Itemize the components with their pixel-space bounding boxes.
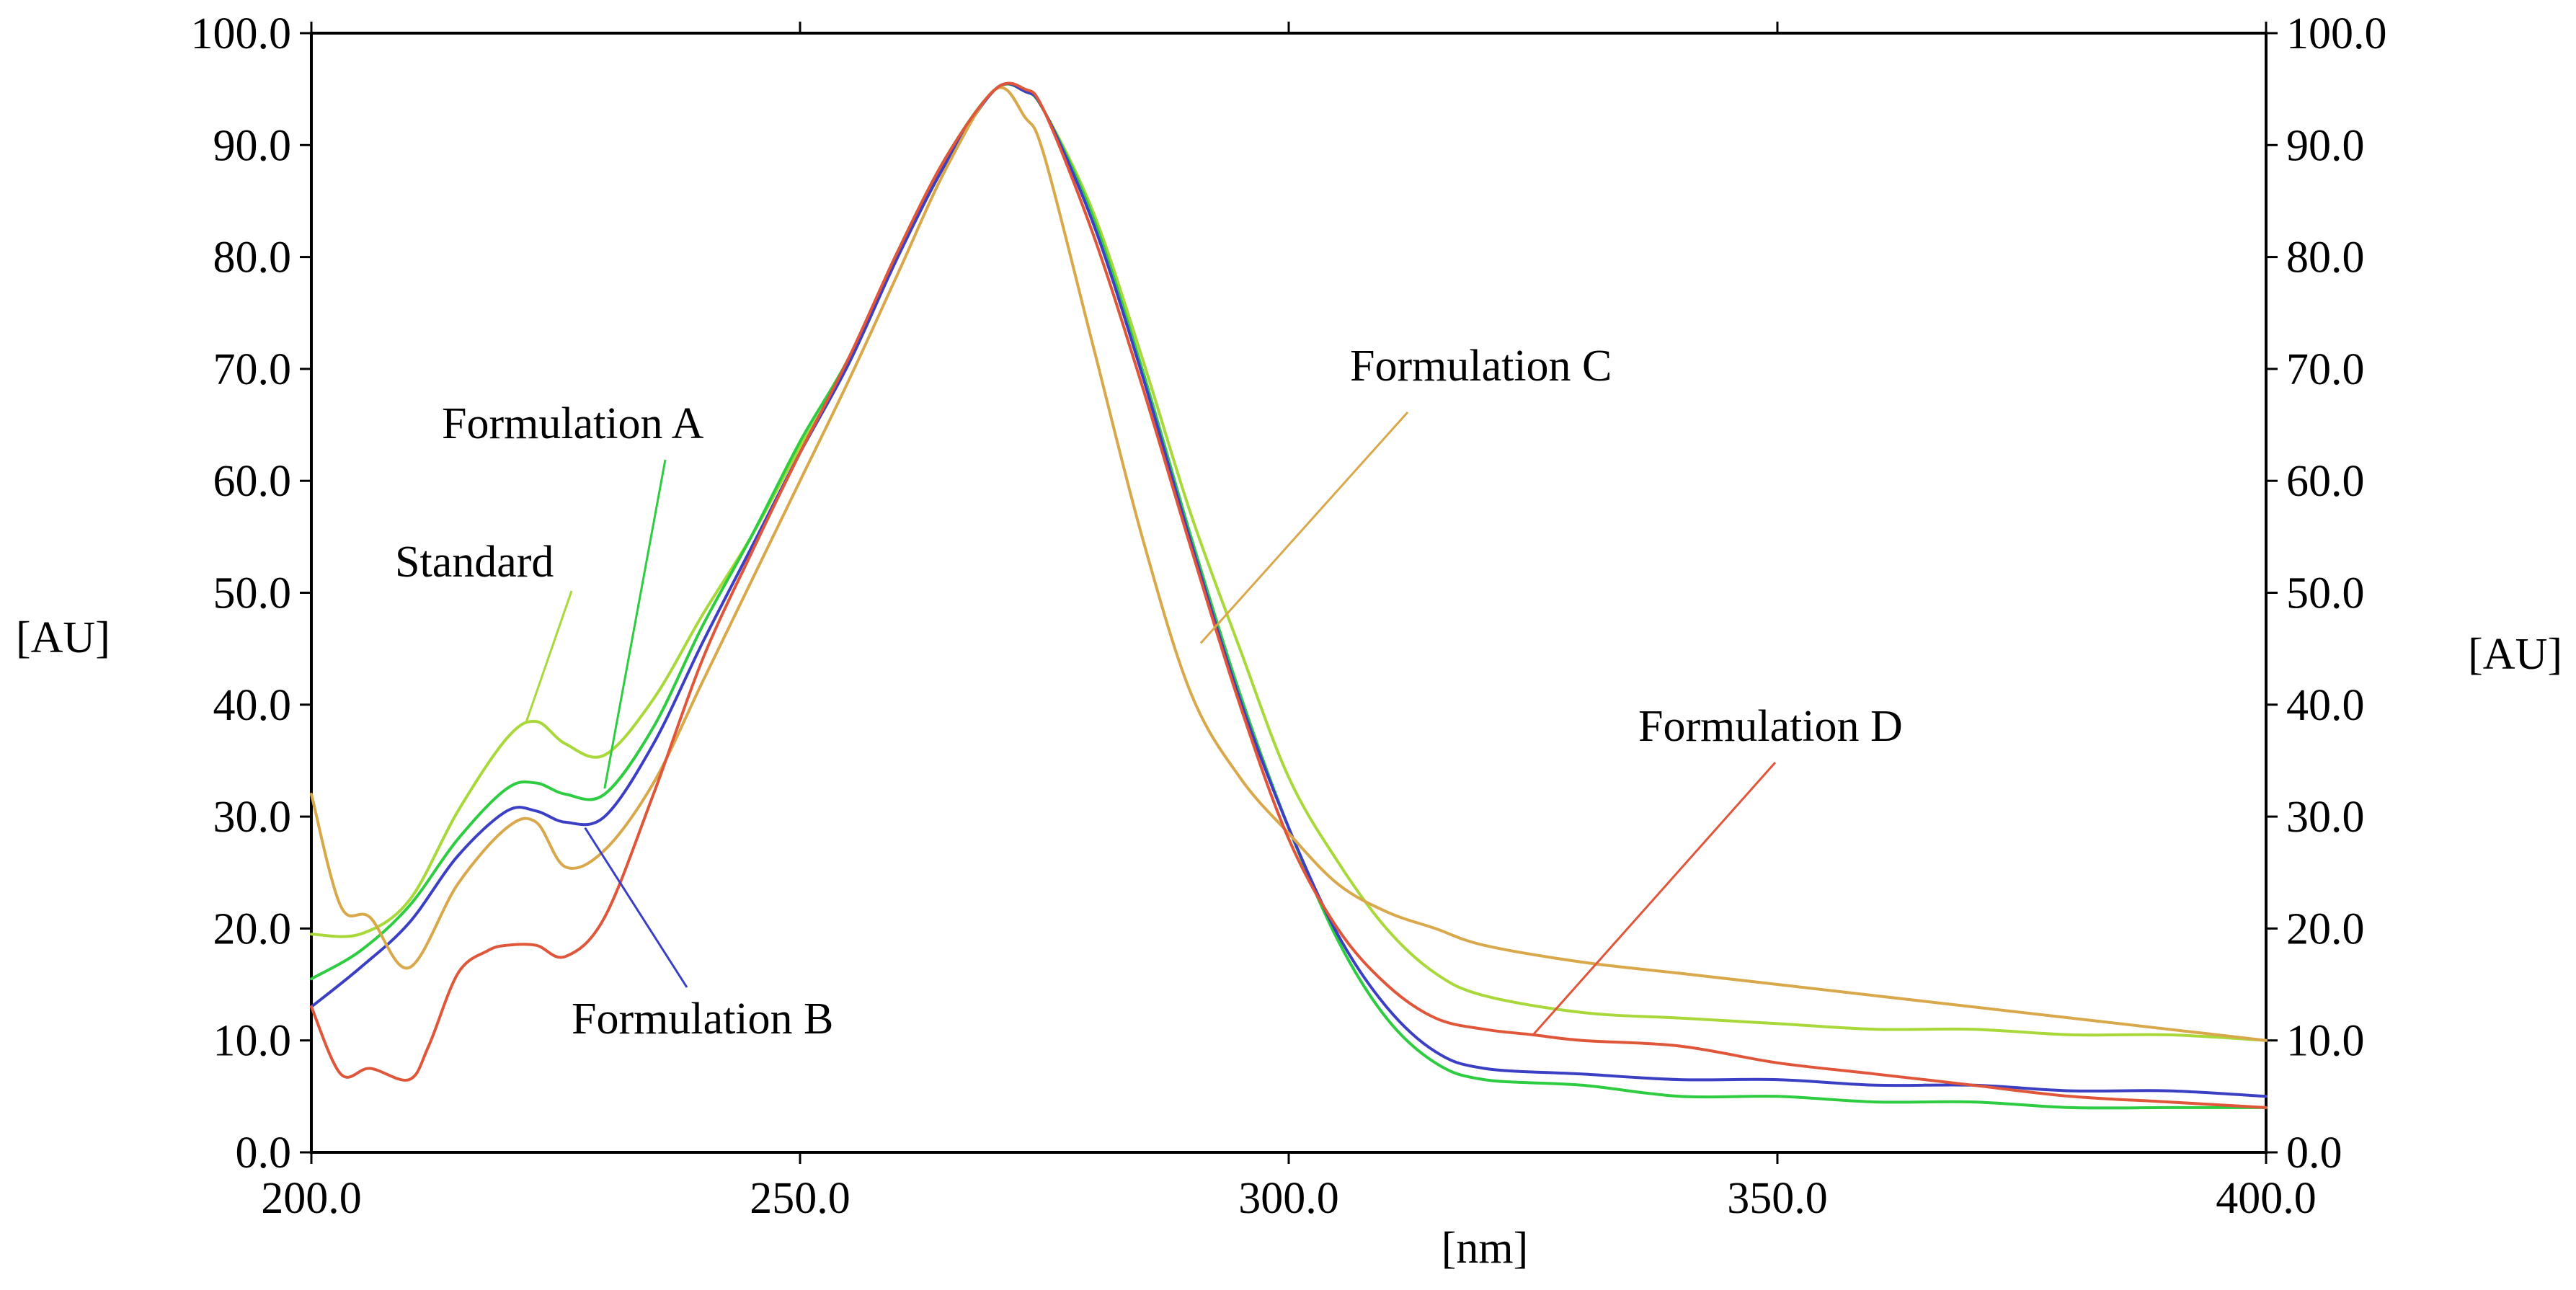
- series-line-standard: [310, 82, 2268, 1042]
- y-tick-label-right: 100.0: [2286, 9, 2387, 58]
- series-line-formulation-b: [310, 82, 2268, 1098]
- x-axis: 200.0 250.0 300.0 350.0 400.0: [261, 22, 2317, 1223]
- y-tick-label-right: 20.0: [2286, 904, 2365, 953]
- leader-line-formulation-c: [1199, 411, 1409, 644]
- y-tick-label-left: 50.0: [213, 569, 292, 618]
- leader-line-formulation-b: [584, 827, 688, 988]
- x-tick-label: 400.0: [2216, 1174, 2317, 1223]
- y-tick-label-left: 0.0: [236, 1129, 292, 1178]
- leader-line-formulation-a: [603, 459, 667, 789]
- y-tick-label-right: 30.0: [2286, 793, 2365, 842]
- series-line-formulation-a: [310, 82, 2268, 1110]
- annotation-formulation-a: Formulation A: [442, 399, 704, 448]
- y-tick-label-right: 10.0: [2286, 1017, 2365, 1066]
- y-axis: 0.0 0.0 10.0 10.0 20.0 20.0 30.0 30.0 40.0 40.0 50…: [191, 9, 2387, 1178]
- y-tick-label-left: 10.0: [213, 1017, 292, 1066]
- y-tick-label-right: 0.0: [2286, 1129, 2342, 1178]
- y-tick-label-left: 70.0: [213, 345, 292, 394]
- x-tick-label: 250.0: [750, 1174, 850, 1223]
- y-tick-label-right: 60.0: [2286, 457, 2365, 506]
- y-axis-label-right: [AU]: [2468, 630, 2562, 679]
- annotation-standard: Standard: [395, 538, 554, 587]
- y-axis-label-left: [AU]: [16, 613, 110, 662]
- series-layer: [310, 81, 2268, 1110]
- y-tick-label-left: 90.0: [213, 121, 292, 170]
- y-tick-label-left: 80.0: [213, 233, 292, 283]
- x-tick-label: 350.0: [1727, 1174, 1828, 1223]
- series-line-formulation-c: [310, 86, 2268, 1042]
- annotation-formulation-d: Formulation D: [1638, 702, 1903, 751]
- annotation-formulation-b: Formulation B: [572, 995, 833, 1044]
- x-axis-label: [nm]: [1442, 1224, 1529, 1273]
- y-tick-label-right: 80.0: [2286, 233, 2365, 283]
- y-tick-label-left: 100.0: [191, 9, 292, 58]
- leader-line-standard: [525, 590, 573, 722]
- y-tick-label-right: 50.0: [2286, 569, 2365, 618]
- y-tick-label-right: 40.0: [2286, 681, 2365, 730]
- y-tick-label-right: 70.0: [2286, 345, 2365, 394]
- plot-frame: [310, 32, 2268, 1154]
- y-tick-label-right: 90.0: [2286, 121, 2365, 170]
- y-tick-label-left: 30.0: [213, 793, 292, 842]
- x-tick-label: 200.0: [261, 1174, 362, 1223]
- y-tick-label-left: 40.0: [213, 681, 292, 730]
- annotation-formulation-c: Formulation C: [1350, 342, 1612, 391]
- y-tick-label-left: 20.0: [213, 904, 292, 953]
- annotation-layer: Standard Formulation A Formulation B Formul…: [395, 342, 1903, 1044]
- leader-line-formulation-d: [1532, 762, 1777, 1036]
- x-tick-label: 300.0: [1238, 1174, 1339, 1223]
- series-line-formulation-d: [310, 81, 2268, 1109]
- y-tick-label-left: 60.0: [213, 457, 292, 506]
